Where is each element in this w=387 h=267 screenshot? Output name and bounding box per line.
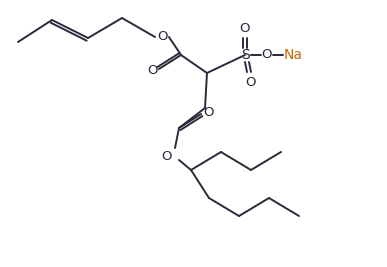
Text: O: O	[158, 30, 168, 44]
Text: Na: Na	[284, 48, 303, 62]
Text: O: O	[262, 49, 272, 61]
Text: O: O	[239, 22, 249, 34]
Text: O: O	[203, 105, 213, 119]
Text: O: O	[246, 76, 256, 88]
Text: O: O	[147, 65, 157, 77]
Text: S: S	[241, 48, 249, 62]
Text: O: O	[162, 150, 172, 163]
